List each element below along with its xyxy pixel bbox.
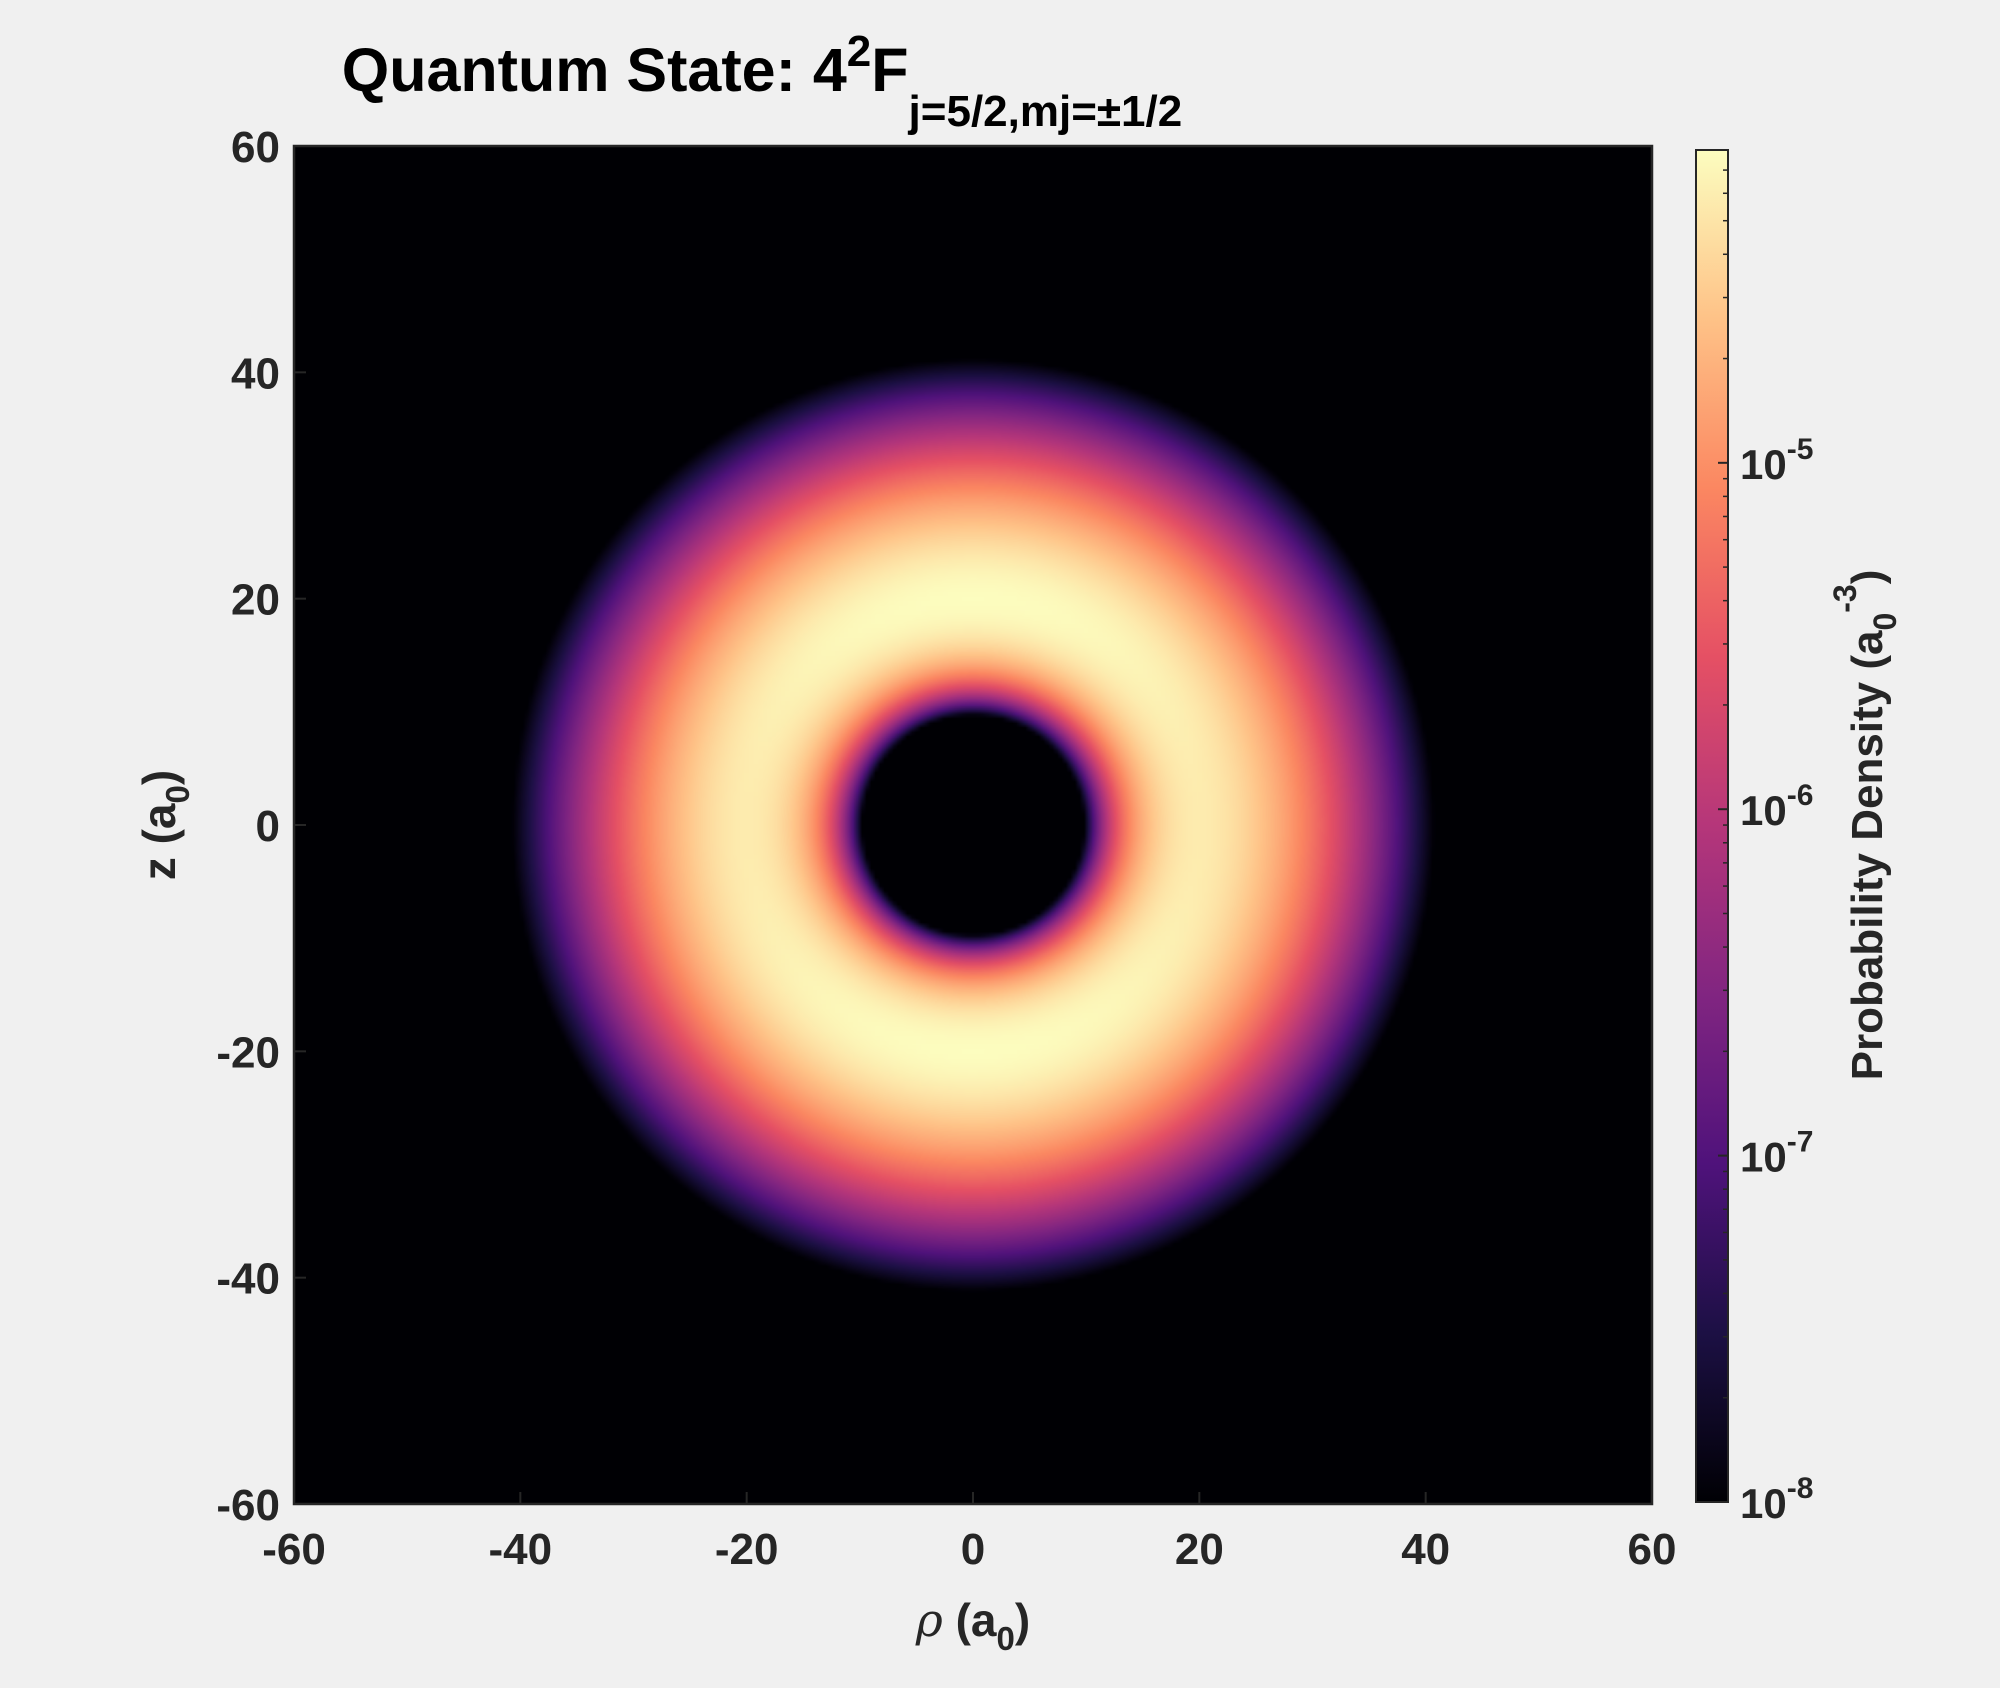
colorbar-label: Probability Density (a0-3) [1827, 570, 1903, 1081]
colorbar-tick-label: 10-8 [1740, 1472, 1813, 1527]
colorbar: 10-8 10-7 10-6 10-5 [1695, 149, 1813, 1527]
y-tick-label: 60 [231, 123, 280, 172]
x-axis-ticks: -60 -40 -20 0 20 40 60 [262, 1492, 1676, 1574]
y-tick-label: -20 [216, 1028, 280, 1077]
x-tick-label: -20 [715, 1525, 779, 1574]
plot-area [292, 144, 1654, 1506]
y-tick-label: 20 [231, 576, 280, 625]
colorbar-tick-label: 10-7 [1740, 1126, 1813, 1181]
x-tick-label: -40 [489, 1525, 553, 1574]
colorbar-minor-ticks [1723, 149, 1728, 1399]
colorbar-gradient [1695, 149, 1729, 1503]
title-subscript: j=5/2,mj=±1/2 [908, 87, 1183, 136]
x-tick-label: 20 [1175, 1525, 1224, 1574]
y-tick-label: -60 [216, 1481, 280, 1530]
x-axis-label: ρ (a0) [915, 1593, 1030, 1657]
x-tick-label: -60 [262, 1525, 326, 1574]
colorbar-tick-label: 10-5 [1740, 433, 1813, 488]
x-tick-label: 40 [1401, 1525, 1450, 1574]
colorbar-ticks: 10-8 10-7 10-6 10-5 [1718, 433, 1813, 1527]
density-heatmap [294, 146, 1652, 1504]
y-tick-label: 0 [256, 802, 280, 851]
chart-title: Quantum State: 42Fj=5/2,mj=±1/2 [342, 27, 1182, 136]
title-superscript: 2 [847, 27, 871, 76]
x-tick-label: 0 [961, 1525, 985, 1574]
colorbar-tick-label: 10-6 [1740, 779, 1813, 834]
y-axis-ticks: -60 -40 -20 0 20 40 60 [216, 123, 306, 1530]
y-tick-label: -40 [216, 1255, 280, 1304]
y-tick-label: 40 [231, 349, 280, 398]
y-axis-label: z (a0) [133, 770, 196, 880]
x-tick-label: 60 [1628, 1525, 1677, 1574]
